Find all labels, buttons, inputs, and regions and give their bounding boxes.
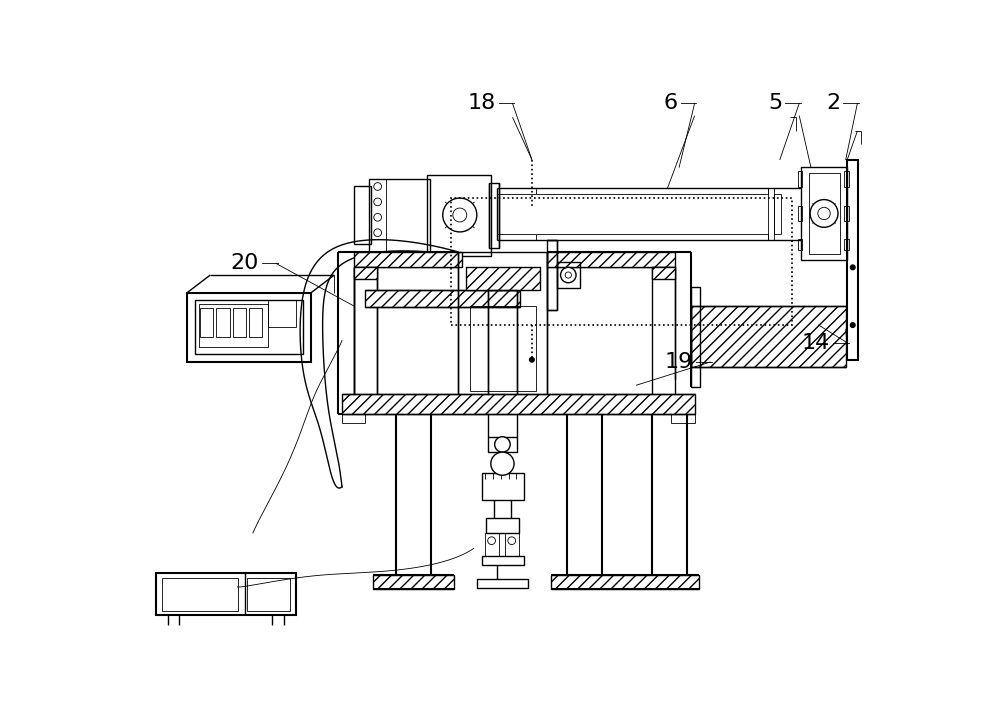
Bar — [233, 308, 246, 338]
Circle shape — [374, 213, 382, 221]
Bar — [458, 252, 547, 398]
Circle shape — [374, 183, 382, 190]
Bar — [466, 267, 540, 290]
Bar — [354, 186, 371, 244]
Bar — [365, 290, 520, 307]
Bar — [691, 287, 700, 387]
Text: 14: 14 — [802, 333, 830, 353]
Text: 18: 18 — [467, 94, 495, 113]
Bar — [373, 575, 454, 589]
Circle shape — [453, 208, 467, 222]
Bar — [162, 577, 238, 611]
Bar — [809, 173, 840, 254]
Bar — [488, 290, 517, 398]
Bar — [369, 179, 386, 252]
Text: 6: 6 — [663, 94, 678, 113]
Bar — [801, 167, 847, 260]
Bar — [187, 293, 311, 362]
Bar — [844, 239, 849, 250]
Bar — [652, 267, 675, 279]
Bar — [768, 188, 774, 240]
Bar — [844, 171, 849, 186]
Bar — [774, 194, 781, 234]
Bar — [199, 305, 268, 346]
Text: 19: 19 — [665, 352, 693, 372]
Bar — [489, 183, 499, 248]
Bar — [505, 533, 519, 556]
Bar — [847, 160, 858, 360]
Bar — [477, 579, 528, 588]
Circle shape — [374, 229, 382, 237]
Text: 5: 5 — [768, 94, 782, 113]
Bar — [482, 556, 524, 565]
Circle shape — [488, 537, 495, 544]
Bar — [369, 179, 430, 252]
Circle shape — [530, 357, 534, 362]
Bar — [844, 206, 849, 221]
Bar — [798, 206, 802, 221]
Circle shape — [850, 323, 855, 328]
Bar — [354, 267, 377, 402]
Bar — [486, 518, 519, 533]
Bar — [354, 267, 377, 279]
Bar — [450, 198, 792, 325]
Bar — [547, 252, 675, 267]
Bar — [482, 473, 524, 500]
Bar — [342, 414, 365, 423]
Text: 20: 20 — [231, 253, 259, 274]
Bar — [156, 573, 296, 616]
Circle shape — [508, 537, 516, 544]
Bar — [798, 239, 802, 250]
Circle shape — [561, 267, 576, 283]
Circle shape — [818, 207, 830, 220]
Bar — [488, 437, 517, 452]
Bar — [200, 308, 213, 338]
Circle shape — [443, 198, 477, 232]
Bar — [547, 240, 557, 310]
Circle shape — [491, 452, 514, 475]
Bar — [195, 300, 303, 354]
Bar — [691, 306, 846, 367]
Bar — [216, 308, 230, 338]
Circle shape — [565, 272, 571, 278]
Bar — [466, 267, 540, 290]
Text: 2: 2 — [826, 94, 840, 113]
Circle shape — [810, 199, 838, 228]
Bar — [551, 575, 698, 589]
Bar — [249, 308, 262, 338]
Circle shape — [495, 437, 510, 452]
Bar — [354, 252, 462, 267]
Bar — [268, 300, 296, 328]
Bar — [671, 414, 695, 423]
Bar — [427, 175, 491, 256]
Bar — [557, 262, 580, 288]
Circle shape — [374, 198, 382, 206]
Bar — [652, 267, 675, 398]
Bar — [247, 577, 290, 611]
Bar — [798, 171, 802, 186]
Bar — [342, 395, 695, 414]
Circle shape — [850, 265, 855, 270]
Bar — [485, 533, 499, 556]
Bar — [470, 306, 536, 390]
